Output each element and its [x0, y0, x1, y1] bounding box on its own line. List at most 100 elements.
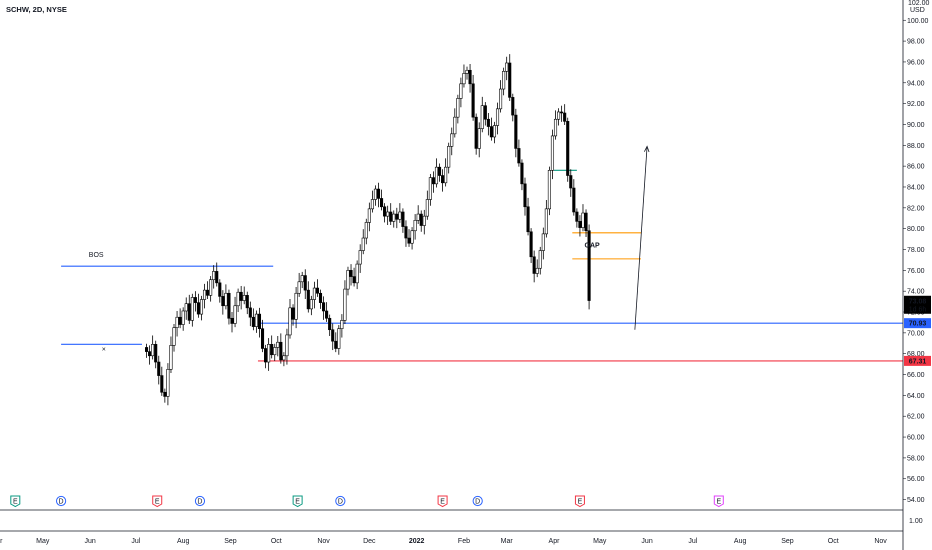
price-axis-tick-label: 100.00	[907, 18, 929, 25]
candle	[416, 205, 420, 224]
candle	[267, 338, 271, 371]
candle	[367, 202, 371, 232]
candle-body-down	[578, 221, 582, 228]
candle	[148, 345, 152, 365]
candle	[557, 108, 561, 126]
candle	[254, 310, 258, 333]
candle	[514, 108, 518, 158]
candle	[163, 388, 167, 403]
candle	[282, 352, 286, 367]
candle	[169, 336, 173, 373]
candle-body-down	[529, 231, 533, 258]
candle	[230, 312, 234, 333]
candle	[526, 197, 530, 236]
candle-body-down	[325, 310, 329, 319]
candle-body-down	[407, 237, 411, 244]
candle	[489, 117, 493, 141]
event-marker-symbol: E	[440, 498, 445, 505]
candle-body-down	[587, 230, 591, 301]
candle	[407, 229, 411, 247]
candle-body-up	[233, 305, 237, 324]
candle-body-up	[370, 199, 374, 210]
candle-body-down	[395, 213, 399, 220]
price-tag: 67.31	[909, 358, 927, 365]
candle	[288, 298, 292, 339]
earnings-marker: E	[437, 495, 448, 508]
candle	[315, 279, 320, 297]
candle-body-down	[318, 292, 323, 303]
earnings-marker-shape	[292, 495, 303, 508]
candle-body-up	[209, 279, 213, 296]
candle	[251, 308, 255, 331]
price-axis-tick-label: 64.00	[907, 393, 925, 400]
candle	[322, 296, 326, 320]
candle-body-up	[538, 250, 542, 269]
candle-body-down	[575, 211, 579, 222]
candle	[419, 210, 423, 232]
candle-body-down	[349, 270, 353, 277]
candle-body-up	[373, 188, 377, 200]
candle	[364, 218, 368, 245]
time-axis-tick-label: Jul	[131, 538, 140, 545]
candle	[566, 117, 570, 182]
candle-body-down	[257, 313, 262, 329]
candle	[410, 227, 414, 250]
candle-body-up	[343, 288, 347, 321]
candle	[334, 332, 338, 353]
candle-body-down	[279, 341, 283, 361]
candle-body-down	[163, 391, 167, 397]
candle-body-down	[227, 292, 231, 319]
earnings-marker: E	[152, 495, 163, 508]
candles-layer	[144, 54, 591, 406]
candle	[373, 185, 377, 206]
candle-body-down	[508, 62, 512, 98]
candle-body-down	[245, 295, 249, 309]
candle-body-up	[340, 320, 344, 329]
candle	[312, 281, 316, 309]
candle-body-up	[242, 295, 246, 301]
volume-pane-scale-label: 1.00	[909, 518, 923, 525]
candle-body-up	[502, 71, 506, 90]
earnings-marker-shape	[152, 495, 163, 508]
time-axis-tick-label: May	[593, 538, 607, 545]
candle-body-down	[401, 211, 405, 227]
candle	[578, 215, 582, 237]
candle	[376, 182, 381, 208]
time-axis-tick-label: Oct	[271, 538, 282, 545]
candle	[175, 310, 179, 337]
event-marker-symbol: D	[475, 498, 480, 505]
time-axis-tick-label: Apr	[0, 538, 3, 545]
candle	[206, 281, 210, 299]
candle	[193, 291, 197, 312]
candle	[523, 177, 527, 216]
earnings-marker-shape	[574, 495, 585, 508]
candle-body-up	[312, 287, 316, 300]
candle-body-up	[273, 347, 277, 356]
time-axis[interactable]: Apr May Jun Jul Aug Sep Oct Nov Dec 2022 Feb Mar Apr…	[0, 538, 887, 545]
candle-body-up	[361, 237, 365, 251]
candle	[499, 80, 503, 113]
price-axis-tick-label: 96.00	[907, 59, 925, 66]
candle	[224, 284, 228, 310]
candle-body-down	[380, 198, 384, 208]
time-axis-tick-label: 2022	[409, 538, 425, 545]
candle-body-up	[462, 73, 466, 85]
candle-body-up	[444, 166, 448, 184]
event-marker-symbol: E	[13, 498, 18, 505]
candle-body-up	[477, 128, 481, 149]
candle	[178, 308, 182, 329]
drawing-lines-layer	[61, 145, 903, 362]
candle	[236, 288, 240, 313]
candle-body-down	[566, 121, 570, 176]
time-axis-tick-label: Aug	[734, 538, 747, 545]
candle-body-down	[230, 317, 234, 324]
candle	[221, 290, 225, 315]
candle-body-up	[456, 98, 460, 118]
price-axis[interactable]: 54.00 56.00 58.00 60.00 62.00 64.00 66.00 68.00…	[903, 18, 929, 504]
earnings-marker-shape	[437, 495, 448, 508]
candle-body-up	[547, 170, 551, 210]
candle	[361, 229, 365, 255]
candle	[343, 280, 347, 325]
